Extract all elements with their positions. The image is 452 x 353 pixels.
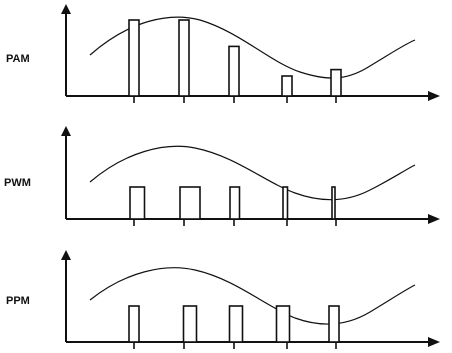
pwm-pulses: [129, 186, 336, 220]
pam-pulse-1: [128, 19, 140, 97]
pam-panel: PAM: [6, 4, 440, 103]
ppm-pulse-4: [275, 305, 291, 343]
ppm-y-axis-arrow-icon: [61, 250, 71, 260]
pam-ticks: [133, 96, 337, 103]
pam-y-axis-arrow-icon: [61, 4, 71, 14]
ppm-label: PPM: [6, 295, 30, 307]
pam-pulse-4: [281, 75, 293, 97]
ppm-pulse-3: [228, 305, 244, 343]
ppm-pulses: [128, 305, 340, 343]
pwm-pulse-3: [229, 186, 241, 220]
pam-label: PAM: [6, 53, 30, 65]
ppm-ticks: [133, 342, 337, 349]
ppm-pulse-1: [128, 305, 140, 343]
pwm-y-axis-arrow-icon: [61, 126, 71, 136]
pwm-pulse-2: [179, 186, 201, 220]
pam-sine-wave: [89, 16, 416, 79]
ppm-pulse-2: [182, 305, 198, 343]
pam-pulse-5: [330, 68, 342, 97]
ppm-panel: PPM: [6, 250, 440, 349]
pwm-label: PWM: [4, 177, 31, 189]
pam-pulse-3: [228, 45, 240, 97]
pwm-ticks: [133, 219, 337, 226]
pwm-pulse-1: [129, 186, 146, 220]
ppm-x-axis-arrow-icon: [428, 337, 440, 347]
pam-x-axis-arrow-icon: [428, 91, 440, 101]
pam-pulses: [128, 19, 342, 97]
pwm-pulse-4: [282, 186, 289, 220]
pwm-x-axis-arrow-icon: [428, 214, 440, 224]
pwm-pulse-5: [331, 186, 336, 220]
ppm-pulse-5: [328, 305, 340, 343]
pam-pulse-2: [178, 19, 190, 97]
pwm-panel: PWM: [4, 126, 440, 226]
